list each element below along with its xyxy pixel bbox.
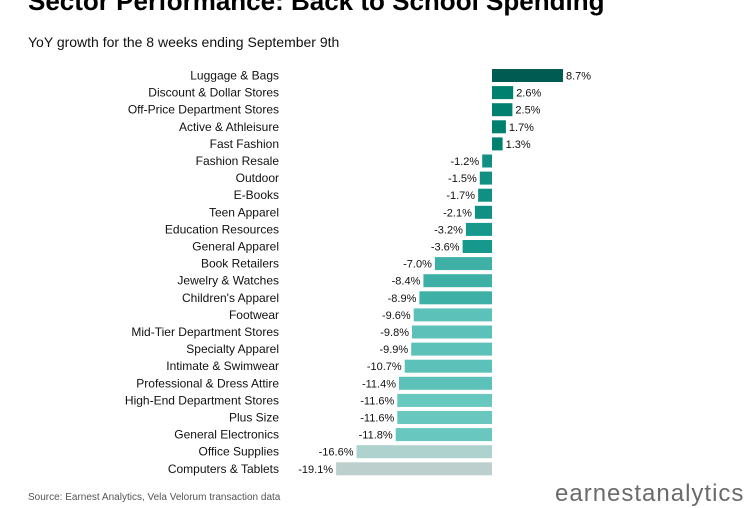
bar (492, 69, 563, 82)
bar (482, 154, 492, 168)
category-label: Discount & Dollar Stores (148, 86, 279, 100)
value-label: -3.6% (431, 242, 460, 254)
bar (336, 462, 492, 476)
category-label: Mid-Tier Department Stores (131, 325, 279, 339)
earnest-analytics-logo: earnestanalytics (555, 480, 745, 507)
bar (492, 137, 503, 151)
category-label: Luggage & Bags (190, 69, 279, 83)
value-label: 1.3% (506, 139, 531, 151)
bar (397, 393, 492, 407)
category-label: Specialty Apparel (186, 342, 279, 356)
chart-title: Sector Performance: Back to School Spend… (28, 0, 605, 16)
source-note: Source: Earnest Analytics, Vela Velorum … (28, 492, 281, 503)
bar (411, 342, 492, 356)
value-label: 1.7% (509, 122, 534, 134)
bar (434, 257, 492, 271)
category-label: Fashion Resale (196, 154, 280, 168)
value-label: -3.2% (434, 224, 463, 236)
value-label: -10.7% (367, 361, 402, 373)
value-label: 2.5% (515, 105, 540, 117)
value-label: 2.6% (516, 88, 541, 100)
bar (412, 325, 492, 339)
category-label: Fast Fashion (210, 137, 279, 151)
bar (492, 103, 513, 117)
value-label: -8.9% (388, 293, 417, 305)
bar (423, 274, 492, 288)
category-label: Intimate & Swimwear (166, 359, 279, 373)
bar (413, 308, 492, 322)
category-label: General Electronics (174, 428, 279, 442)
value-label: -9.6% (382, 310, 411, 322)
value-label: -1.5% (448, 173, 477, 185)
category-label: General Apparel (192, 240, 279, 254)
value-label: -9.9% (379, 344, 408, 356)
category-label: Professional & Dress Attire (136, 376, 279, 390)
category-label: Plus Size (229, 411, 279, 425)
bars-group: Luggage & Bags 8.7% Discount & Dollar Stor… (125, 69, 591, 476)
category-label: Outdoor (236, 171, 279, 185)
category-label: Children's Apparel (182, 291, 279, 305)
category-label: Book Retailers (201, 257, 279, 271)
bar (404, 359, 492, 373)
category-label: Office Supplies (199, 445, 280, 459)
category-label: Footwear (229, 308, 279, 322)
value-label: -16.6% (319, 447, 354, 459)
bar (479, 171, 492, 185)
category-label: Education Resources (165, 222, 279, 236)
bar (462, 240, 492, 253)
value-label: -2.1% (443, 207, 472, 219)
value-label: -1.7% (446, 190, 475, 202)
value-label: -7.0% (403, 259, 432, 271)
bar (478, 188, 492, 202)
value-label: -19.1% (298, 464, 333, 476)
value-label: -11.6% (360, 413, 394, 425)
category-label: Active & Athleisure (179, 120, 279, 134)
value-label: -11.8% (359, 430, 393, 442)
category-label: Computers & Tablets (168, 462, 279, 476)
value-label: -11.6% (360, 395, 394, 407)
category-label: Jewelry & Watches (177, 274, 279, 288)
bar (399, 376, 492, 390)
category-label: E-Books (234, 188, 279, 202)
bar (492, 86, 514, 100)
value-label: -9.8% (380, 327, 409, 339)
bar (465, 222, 492, 236)
value-label: -11.4% (362, 378, 396, 390)
value-label: -1.2% (450, 156, 479, 168)
value-label: 8.7% (566, 71, 591, 83)
value-label: -8.4% (392, 276, 421, 288)
bar (356, 445, 492, 459)
category-label: Teen Apparel (209, 205, 279, 219)
chart-subtitle: YoY growth for the 8 weeks ending Septem… (28, 34, 340, 50)
category-label: High-End Department Stores (125, 393, 279, 407)
bar (492, 120, 506, 134)
bar (397, 411, 492, 424)
bar (395, 428, 492, 442)
category-label: Off-Price Department Stores (128, 103, 279, 117)
bar (419, 291, 492, 305)
bar (474, 205, 492, 219)
